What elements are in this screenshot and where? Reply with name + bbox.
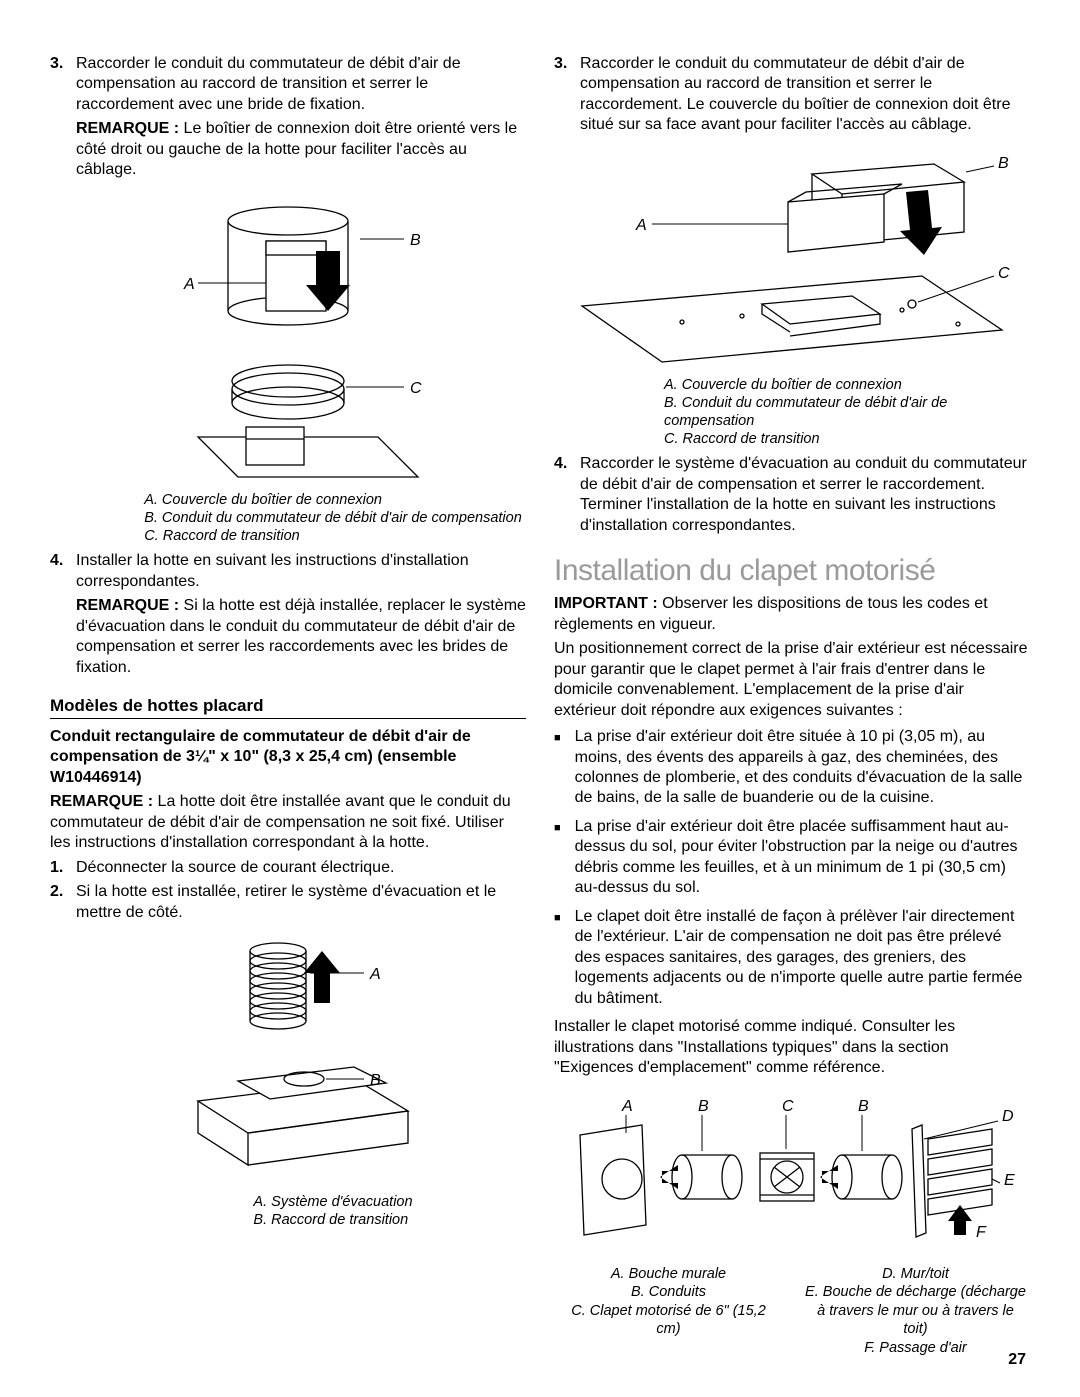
fig1-label-c: C xyxy=(410,380,422,397)
figure-3-caption: A. Couvercle du boîtier de connexion B. … xyxy=(664,376,1030,449)
figure-2-caption: A. Système d'évacuation B. Raccord de tr… xyxy=(253,1193,412,1229)
caption-line: C. Raccord de transition xyxy=(144,527,522,545)
fig4-label-f: F xyxy=(976,1224,987,1241)
figure-1-caption: A. Couvercle du boîtier de connexion B. … xyxy=(144,491,522,545)
item-number: 3. xyxy=(50,54,76,115)
list-item: 3. Raccorder le conduit du commutateur d… xyxy=(50,54,526,115)
fig4-label-e: E xyxy=(1004,1172,1015,1189)
figure-4-caption: A. Bouche murale B. Conduits C. Clapet m… xyxy=(554,1265,1030,1358)
list-item: 2. Si la hotte est installée, retirer le… xyxy=(50,882,526,923)
item-text: Raccorder le système d'évacuation au con… xyxy=(580,454,1030,536)
caption-line: D. Mur/toit xyxy=(805,1265,1026,1284)
sub-heading: Modèles de hottes placard xyxy=(50,696,526,716)
fig4-label-b: B xyxy=(698,1098,709,1115)
fig4-label-c: C xyxy=(782,1098,794,1115)
caption-line: C. Raccord de transition xyxy=(664,430,1030,448)
item-text: Si la hotte est installée, retirer le sy… xyxy=(76,882,526,923)
caption-line: B. Conduits xyxy=(558,1283,779,1302)
caption-line: F. Passage d'air xyxy=(805,1339,1026,1358)
list-item: 3. Raccorder le conduit du commutateur d… xyxy=(554,54,1030,136)
fig4-label-a: A xyxy=(621,1098,633,1115)
fig2-label-a: A xyxy=(369,966,381,983)
right-column: 3. Raccorder le conduit du commutateur d… xyxy=(554,54,1030,1363)
bullet-item: La prise d'air extérieur doit être placé… xyxy=(554,817,1030,899)
caption-line: A. Couvercle du boîtier de connexion xyxy=(144,491,522,509)
important-note: IMPORTANT : Observer les dispositions de… xyxy=(554,594,1030,635)
right-list-a: 3. Raccorder le conduit du commutateur d… xyxy=(554,54,1030,136)
page: 3. Raccorder le conduit du commutateur d… xyxy=(0,0,1080,1397)
item-number: 3. xyxy=(554,54,580,136)
figure-4: A B C B D E F A. Bouche murale xyxy=(554,1089,1030,1358)
remarque-1: REMARQUE : Le boîtier de connexion doit … xyxy=(76,119,526,180)
remarque-label: REMARQUE : xyxy=(76,120,179,137)
page-number: 27 xyxy=(1008,1351,1026,1369)
left-column: 3. Raccorder le conduit du commutateur d… xyxy=(50,54,526,1363)
item-text: Installer la hotte en suivant les instru… xyxy=(76,551,526,592)
rule xyxy=(50,718,526,719)
paragraph: Installer le clapet motorisé comme indiq… xyxy=(554,1017,1030,1078)
fig4-label-b2: B xyxy=(858,1098,869,1115)
item-number: 4. xyxy=(50,551,76,592)
remarque-label: REMARQUE : xyxy=(76,597,179,614)
caption-line: A. Bouche murale xyxy=(558,1265,779,1284)
list-item: 4. Installer la hotte en suivant les ins… xyxy=(50,551,526,592)
fig3-label-b: B xyxy=(998,155,1009,172)
paragraph: Un positionnement correct de la prise d'… xyxy=(554,639,1030,721)
caption-line: C. Clapet motorisé de 6" (15,2 cm) xyxy=(558,1302,779,1339)
figure-3: A B C A. Couvercle du boîtier de connexi… xyxy=(554,146,1030,449)
caption-line: E. Bouche de décharge (décharge à traver… xyxy=(805,1283,1026,1339)
important-label: IMPORTANT : xyxy=(554,595,658,612)
item-number: 1. xyxy=(50,858,76,878)
figure-1: A B C A. Couvercle du boîtier de connexi… xyxy=(50,191,526,545)
item-text: Déconnecter la source de courant électri… xyxy=(76,858,526,878)
item-text: Raccorder le conduit du commutateur de d… xyxy=(76,54,526,115)
item-number: 2. xyxy=(50,882,76,923)
bold-paragraph: Conduit rectangulaire de commutateur de … xyxy=(50,727,526,788)
section-title: Installation du clapet motorisé xyxy=(554,554,1030,588)
caption-line: B. Conduit du commutateur de débit d'air… xyxy=(664,394,1030,430)
fig3-label-a: A xyxy=(635,217,647,234)
caption-line: A. Couvercle du boîtier de connexion xyxy=(664,376,1030,394)
remarque-2: REMARQUE : Si la hotte est déjà installé… xyxy=(76,596,526,678)
list-item: 1. Déconnecter la source de courant élec… xyxy=(50,858,526,878)
caption-line: B. Conduit du commutateur de débit d'air… xyxy=(144,509,522,527)
figure-1-svg: A B C xyxy=(128,191,448,491)
item-number: 4. xyxy=(554,454,580,536)
right-list-b: 4. Raccorder le système d'évacuation au … xyxy=(554,454,1030,536)
bullet-list: La prise d'air extérieur doit être situé… xyxy=(554,727,1030,1009)
figure-2-svg: A B xyxy=(128,933,448,1193)
bullet-item: La prise d'air extérieur doit être situé… xyxy=(554,727,1030,809)
fig3-label-c: C xyxy=(998,265,1010,282)
caption-col-left: A. Bouche murale B. Conduits C. Clapet m… xyxy=(558,1265,779,1358)
columns: 3. Raccorder le conduit du commutateur d… xyxy=(50,54,1030,1363)
remarque-label: REMARQUE : xyxy=(50,793,153,810)
caption-col-right: D. Mur/toit E. Bouche de décharge (décha… xyxy=(805,1265,1026,1358)
fig4-label-d: D xyxy=(1002,1108,1014,1125)
caption-line: A. Système d'évacuation xyxy=(253,1193,412,1211)
fig1-label-a: A xyxy=(183,276,195,293)
left-list-b: 4. Installer la hotte en suivant les ins… xyxy=(50,551,526,592)
caption-line: B. Raccord de transition xyxy=(253,1211,412,1229)
left-list-a: 3. Raccorder le conduit du commutateur d… xyxy=(50,54,526,115)
list-item: 4. Raccorder le système d'évacuation au … xyxy=(554,454,1030,536)
figure-2: A B A. Système d'évacuation B. Raccord d… xyxy=(50,933,526,1229)
figure-3-svg: A B C xyxy=(562,146,1022,376)
left-list-c: 1. Déconnecter la source de courant élec… xyxy=(50,858,526,923)
fig1-label-b: B xyxy=(410,232,421,249)
fig2-label-b: B xyxy=(370,1072,381,1089)
bullet-item: Le clapet doit être installé de façon à … xyxy=(554,907,1030,1009)
remarque-3: REMARQUE : La hotte doit être installée … xyxy=(50,792,526,853)
figure-4-svg: A B C B D E F xyxy=(562,1089,1022,1259)
item-text: Raccorder le conduit du commutateur de d… xyxy=(580,54,1030,136)
